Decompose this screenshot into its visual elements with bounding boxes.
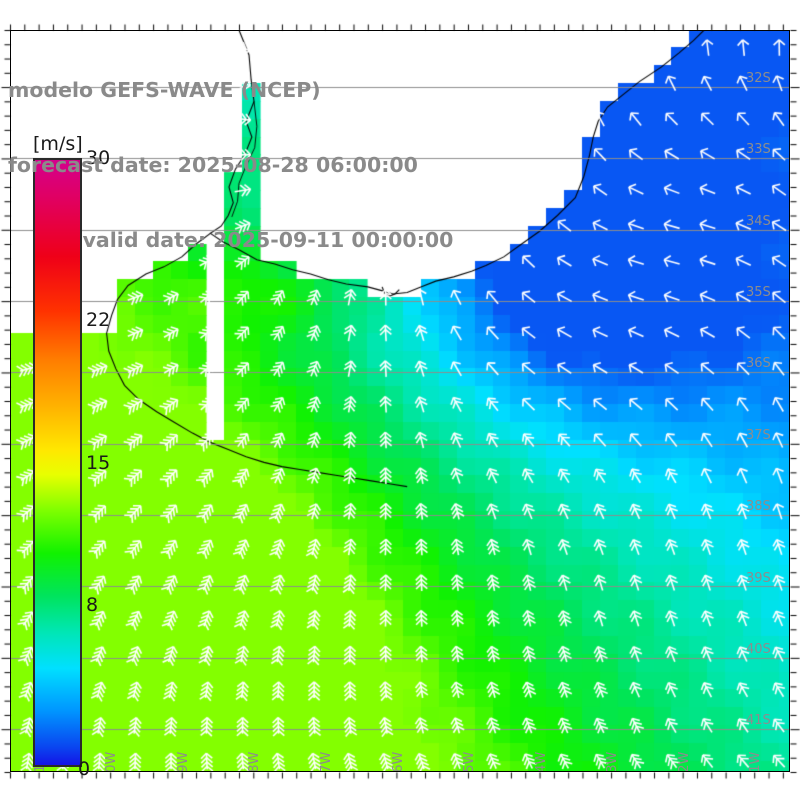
title-valid-date: valid date: 2025-09-11 00:00:00 bbox=[82, 228, 454, 252]
colorbar-tick-15: 15 bbox=[86, 451, 111, 474]
colorbar-tick-30: 30 bbox=[86, 147, 111, 169]
title-forecast-date: forecast date: 2025-08-28 06:00:00 bbox=[8, 153, 418, 177]
colorbar-units-label: [m/s] bbox=[33, 133, 83, 155]
colorbar[interactable] bbox=[33, 158, 82, 767]
title-model: modelo GEFS-WAVE (NCEP) bbox=[8, 78, 321, 102]
figure-title-block: modelo GEFS-WAVE (NCEP) forecast date: 2… bbox=[8, 28, 528, 303]
colorbar-tick-8: 8 bbox=[86, 593, 99, 616]
colorbar-tick-0: 0 bbox=[78, 758, 91, 780]
colorbar-gradient bbox=[33, 158, 82, 767]
colorbar-tick-22: 22 bbox=[86, 309, 111, 332]
